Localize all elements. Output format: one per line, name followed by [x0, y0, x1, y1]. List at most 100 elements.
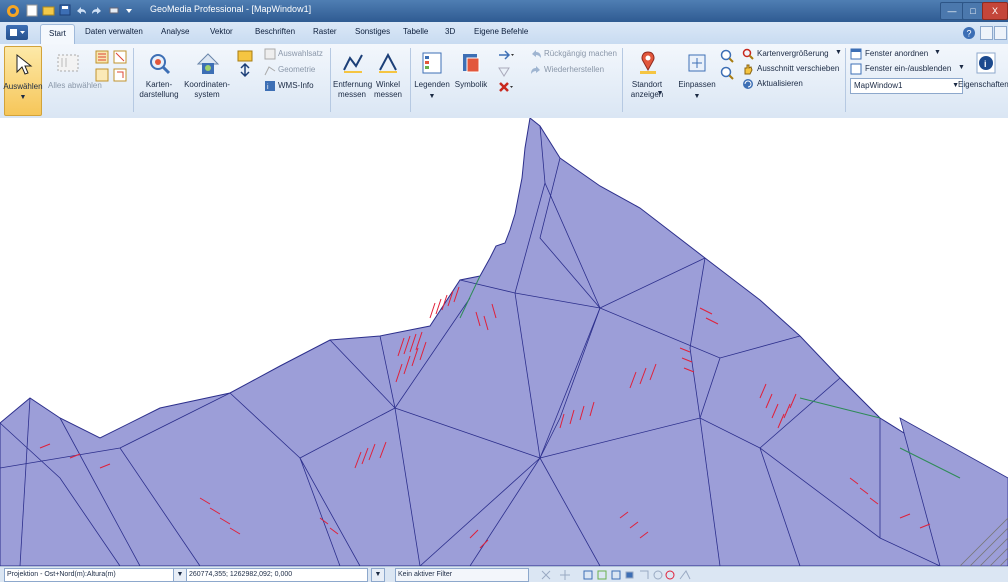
geometry-icon[interactable]	[264, 64, 276, 76]
measure-distance-button[interactable]: Entfernung messen	[333, 46, 372, 114]
measure-angle-button[interactable]: Winkel messen	[371, 46, 405, 114]
mdi-minimize-button[interactable]	[980, 26, 993, 40]
layer-icon[interactable]	[597, 570, 607, 580]
print-icon[interactable]	[108, 4, 120, 17]
show-hide-dropdown-arrow[interactable]: ▼	[958, 64, 965, 71]
wms-info-icon[interactable]: i	[264, 80, 276, 92]
insert-feature-icon[interactable]	[497, 49, 515, 61]
map-zoom-icon[interactable]	[742, 48, 754, 60]
app-menu-icon	[10, 29, 25, 36]
selection-set-label[interactable]: Auswahlsatz	[278, 49, 323, 58]
show-hide-windows-label[interactable]: Fenster ein-/ausblenden	[865, 64, 952, 73]
tab-beschriften[interactable]: Beschriften	[255, 27, 296, 36]
corner-icon[interactable]	[640, 570, 649, 579]
application-menu-button[interactable]	[6, 25, 28, 40]
map-zoom-dropdown-arrow[interactable]: ▼	[835, 49, 842, 56]
projection-dropdown-button[interactable]: ▼	[173, 568, 187, 582]
properties-button[interactable]: i Eigenschaften	[958, 46, 1008, 114]
maximize-button[interactable]: □	[962, 2, 984, 20]
redo-label[interactable]: Wiederherstellen	[544, 65, 605, 74]
ribbon-separator	[410, 48, 411, 112]
parcel-polygon-right[interactable]	[899, 417, 1008, 567]
snap-icon[interactable]	[541, 570, 551, 580]
select-area-icon[interactable]	[113, 68, 127, 82]
fit-button[interactable]: Einpassen ▼	[676, 46, 718, 114]
arrange-windows-icon[interactable]	[850, 48, 862, 60]
undo-qat-icon[interactable]	[75, 4, 87, 17]
coordinate-dropdown-button[interactable]: ▼	[371, 568, 385, 582]
mdi-restore-button[interactable]	[994, 26, 1007, 40]
coordinate-system-label: Koordinaten- system	[184, 80, 230, 99]
view-icon[interactable]	[611, 570, 621, 580]
pan-label[interactable]: Ausschnitt verschieben	[757, 64, 840, 73]
select-button[interactable]: Auswählen ▼	[3, 46, 43, 116]
filter-status-field: Kein aktiver Filter	[395, 568, 529, 582]
tab-eigene-befehle[interactable]: Eigene Befehle	[474, 27, 529, 36]
ribbon-separator	[845, 48, 846, 112]
parcel-polygon-main[interactable]	[0, 117, 1008, 567]
undo-icon[interactable]	[530, 48, 542, 60]
parcel-edges	[0, 125, 941, 567]
close-button[interactable]: X	[982, 2, 1008, 20]
minimize-button[interactable]: —	[940, 2, 964, 20]
symbology-button[interactable]: Symbolik	[453, 46, 489, 114]
tab-vektor[interactable]: Vektor	[210, 27, 233, 36]
arrange-windows-label[interactable]: Fenster anordnen	[865, 49, 929, 58]
save-icon[interactable]	[59, 4, 71, 17]
ribbon: Auswählen ▼ Alles abwählen Karten- darst…	[0, 44, 1008, 119]
map-window[interactable]	[0, 117, 1008, 567]
angle-icon[interactable]	[679, 570, 691, 580]
tab-tabelle[interactable]: Tabelle	[403, 27, 429, 36]
delete-icon[interactable]	[497, 80, 515, 94]
tab-daten-verwalten[interactable]: Daten verwalten	[85, 27, 143, 36]
refresh-icon[interactable]	[742, 78, 754, 90]
select-by-feature-icon[interactable]	[95, 50, 109, 64]
map-display-button[interactable]: Karten- darstellung	[138, 46, 180, 114]
qat-customize-icon[interactable]	[124, 4, 134, 17]
show-location-button[interactable]: Standort anzeigen ▼	[624, 46, 670, 114]
tab-raster[interactable]: Raster	[313, 27, 337, 36]
legend-button[interactable]: Legenden ▼	[413, 46, 451, 114]
show-hide-windows-icon[interactable]	[850, 63, 862, 75]
wms-info-label[interactable]: WMS-Info	[278, 81, 314, 90]
grid-icon[interactable]	[583, 570, 593, 580]
tab-start[interactable]: Start	[40, 24, 75, 45]
help-icon[interactable]: ?	[962, 26, 976, 40]
new-document-icon[interactable]	[26, 4, 38, 17]
tab-sonstiges[interactable]: Sonstiges	[355, 27, 391, 36]
selection-set-icon[interactable]	[264, 48, 276, 60]
undo-label[interactable]: Rückgängig machen	[544, 49, 617, 58]
open-folder-icon[interactable]	[42, 4, 55, 17]
coordinate-readout-field[interactable]: 260774,355; 1262982,092; 0,000	[186, 568, 368, 582]
circle-icon[interactable]	[653, 570, 663, 580]
select-by-layer-icon[interactable]	[113, 50, 127, 64]
svg-text:i: i	[267, 84, 269, 91]
pan-hand-icon[interactable]	[742, 63, 754, 75]
redo-qat-icon[interactable]	[91, 4, 103, 17]
deselect-icon	[57, 54, 79, 72]
coordinate-system-button[interactable]: Koordinaten- system	[183, 46, 231, 114]
map-canvas[interactable]	[0, 117, 1008, 567]
window-select-combo[interactable]: MapWindow1 ▼	[850, 78, 963, 94]
continue-geometry-icon[interactable]	[497, 66, 511, 78]
geometry-label[interactable]: Geometrie	[278, 65, 316, 74]
redo-icon[interactable]	[530, 64, 542, 76]
map-zoom-label[interactable]: Kartenvergrößerung	[757, 49, 829, 58]
refresh-label[interactable]: Aktualisieren	[757, 79, 803, 88]
arrange-windows-dropdown-arrow[interactable]: ▼	[934, 49, 941, 56]
tab-analyse[interactable]: Analyse	[161, 27, 190, 36]
select-fence-icon[interactable]	[95, 68, 109, 82]
window-select-dropdown-arrow: ▼	[952, 82, 959, 89]
legend-icon	[422, 52, 442, 74]
projection-field[interactable]: Projektion - Ost+Nord(m):Altura(m)	[4, 568, 174, 582]
fill-icon[interactable]	[625, 571, 634, 579]
zoom-in-icon[interactable]	[720, 49, 734, 63]
app-logo-icon[interactable]	[6, 4, 20, 17]
tab-3d[interactable]: 3D	[445, 27, 456, 36]
target-icon[interactable]	[665, 570, 675, 580]
zoom-out-icon[interactable]	[720, 66, 734, 80]
window-title: GeoMedia Professional - [MapWindow1]	[150, 4, 312, 14]
deselect-all-button[interactable]: Alles abwählen	[48, 46, 102, 114]
crosshair-icon[interactable]	[560, 570, 570, 580]
layer-order-icon[interactable]	[236, 50, 254, 78]
